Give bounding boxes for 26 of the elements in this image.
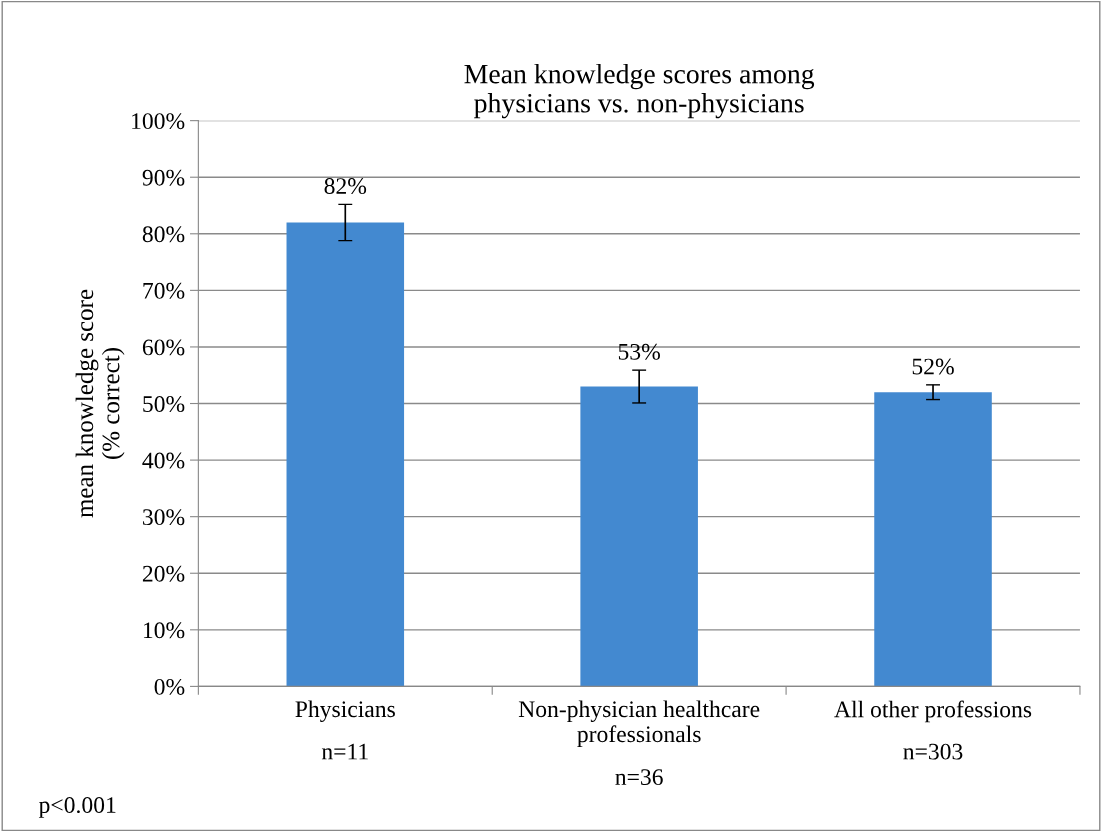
text: p<0.001 (38, 797, 116, 818)
y-tick-label: 90% (142, 169, 185, 186)
data-label: 52% (912, 358, 954, 375)
data-label: 53% (618, 343, 660, 360)
y-tick-label: 20% (142, 565, 185, 582)
y-tick-label: 70% (143, 282, 185, 299)
x-tick-label: All other professions (834, 700, 1032, 723)
y-tick-label: 0% (154, 678, 185, 695)
data-label: 82% (324, 178, 367, 195)
chart-title: Mean knowledge scores among physicians vs. non-physicians (464, 63, 815, 119)
y-tick-label: 40% (142, 452, 185, 469)
y-tick-label: 30% (143, 509, 185, 526)
y-tick-label: 60% (142, 339, 185, 356)
y-tick-label: 10% (143, 622, 185, 639)
text: n=303 (903, 743, 963, 760)
text: n=36 (615, 769, 663, 786)
y-axis-title: mean knowledge score (% correct) (75, 289, 125, 518)
bar (286, 222, 405, 687)
y-tick-label: 80% (142, 226, 185, 243)
y-tick-label: 50% (143, 396, 185, 413)
text: n=11 (321, 743, 368, 760)
bar (874, 392, 992, 687)
bar (580, 386, 698, 687)
y-tick-label: 100% (132, 113, 185, 130)
x-tick-label: Non-physician healthcare professionals (518, 700, 760, 747)
x-tick-label: Physicians (295, 700, 395, 723)
